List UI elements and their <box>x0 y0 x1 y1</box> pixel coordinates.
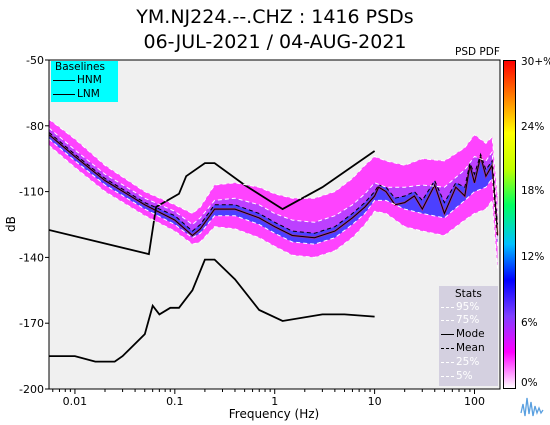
colorbar-tick: 30+% <box>521 56 550 68</box>
colorbar-tick: 24% <box>521 121 545 133</box>
x-tick-label: 100 <box>464 395 485 408</box>
axis-ticks: -50 -80 -110 -140 -170 -200 0.01 0.1 1 10 100 <box>19 54 485 408</box>
y-tick-label: -110 <box>19 186 44 199</box>
legend-item-hnm: HNM <box>53 74 102 86</box>
x-tick-label: 0.01 <box>63 395 88 408</box>
colorbar-tick: 12% <box>521 251 545 263</box>
baselines-legend: Baselines HNM LNM <box>51 61 118 102</box>
y-tick-label: -170 <box>19 317 44 330</box>
y-axis-label: dB <box>4 216 18 232</box>
legend-label-95: 95% <box>456 301 480 313</box>
pdf-band-outer <box>49 119 498 269</box>
y-tick-label: -80 <box>26 120 44 133</box>
legend-label-hnm: HNM <box>77 74 102 86</box>
y-tick-label: -140 <box>19 251 44 264</box>
series-line-mean <box>49 132 498 234</box>
legend-item-lnm: LNM <box>53 88 100 100</box>
x-axis-label: Frequency (Hz) <box>229 407 320 421</box>
y-tick-label: -50 <box>26 54 44 67</box>
series-line-hnm <box>49 150 376 256</box>
pdf-band-core <box>49 132 498 247</box>
series-line-lnm <box>49 258 375 363</box>
colorbar-tick: 18% <box>521 185 545 197</box>
x-tick-label: 0.1 <box>166 395 184 408</box>
legend-item-75: 75% <box>441 314 479 326</box>
legend-item-95: 95% <box>441 301 479 313</box>
series-line-25pct <box>49 138 498 247</box>
stats-legend-title: Stats <box>455 288 482 300</box>
colorbar <box>503 60 516 389</box>
legend-label-5: 5% <box>456 370 473 382</box>
legend-item-25: 25% <box>441 356 479 368</box>
chart-subtitle: 06-JUL-2021 / 04-AUG-2021 <box>143 31 407 53</box>
baselines-legend-title: Baselines <box>55 61 105 73</box>
series-line-95pct <box>49 118 498 215</box>
legend-item-mode: Mode <box>441 328 485 340</box>
legend-item-mean: Mean <box>441 342 485 354</box>
y-tick-label: -200 <box>19 383 44 396</box>
chart-title: YM.NJ224.--.CHZ : 1416 PSDs <box>136 6 414 28</box>
colorbar-tick: 6% <box>521 317 538 329</box>
series-line-mode <box>49 134 498 239</box>
legend-label-25: 25% <box>456 356 480 368</box>
x-tick-label: 10 <box>368 395 382 408</box>
psd-pdf-label: PSD PDF <box>455 46 500 58</box>
seismometer-icon <box>520 397 544 417</box>
legend-item-5: 5% <box>441 370 473 382</box>
legend-label-lnm: LNM <box>77 88 100 100</box>
stats-legend: Stats 95% 75% Mode Mean 25% 5% <box>439 286 498 386</box>
series-line-75pct <box>49 127 498 226</box>
legend-label-mode: Mode <box>456 328 485 340</box>
statistic-lines <box>49 118 498 363</box>
series-line-5pct <box>49 145 498 269</box>
legend-label-mean: Mean <box>456 342 485 354</box>
x-tick-label: 1 <box>271 395 278 408</box>
legend-label-75: 75% <box>456 314 480 326</box>
colorbar-tick: 0% <box>521 377 538 389</box>
